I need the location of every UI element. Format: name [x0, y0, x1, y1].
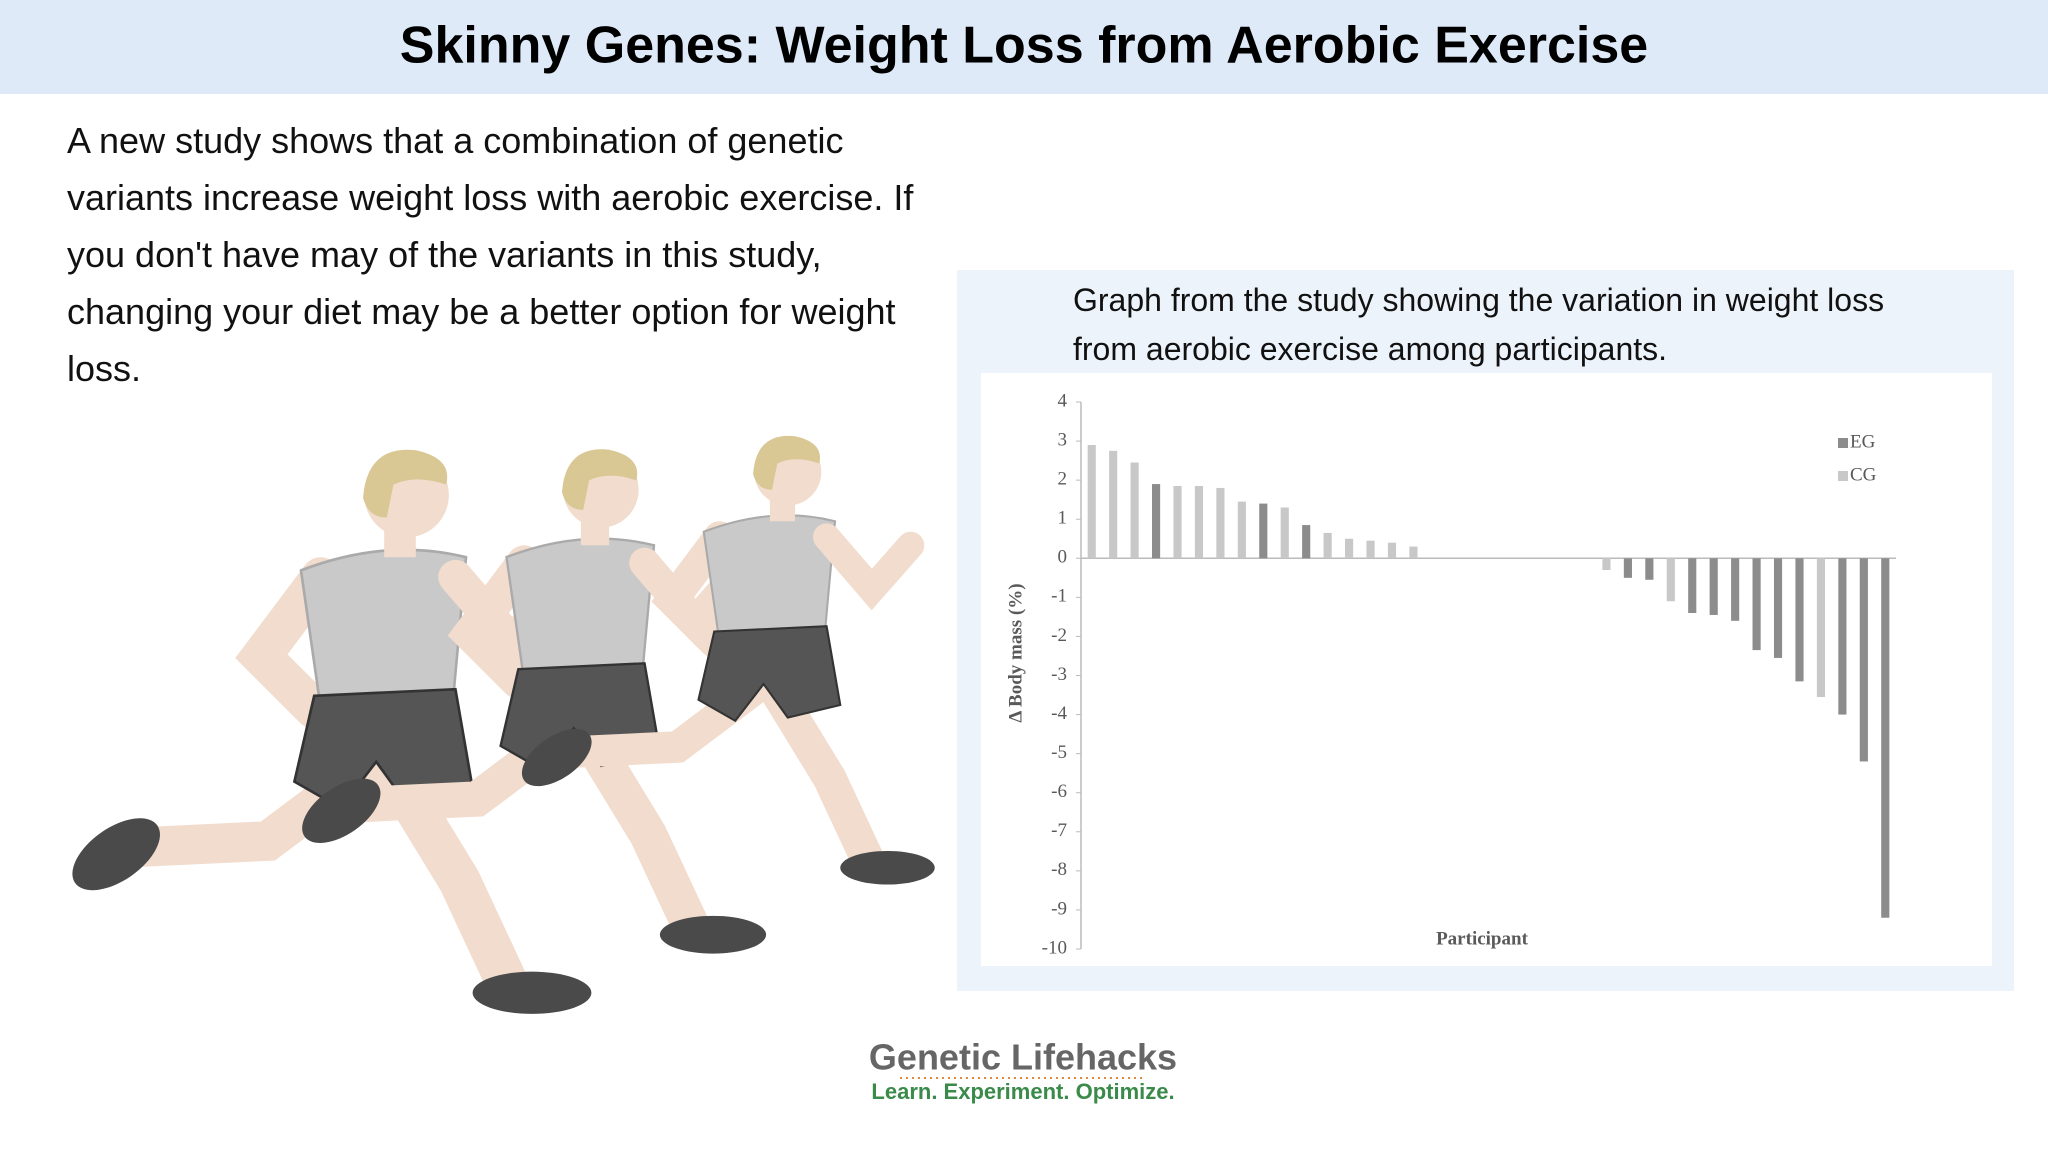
y-tick-label: -10 — [1042, 937, 1067, 958]
y-tick-label: 4 — [1058, 390, 1068, 411]
bar — [1130, 462, 1139, 559]
bar — [1216, 487, 1225, 559]
y-tick-label: 3 — [1058, 429, 1068, 450]
bar — [1688, 558, 1697, 613]
bar — [1323, 532, 1332, 559]
legend-label: CG — [1850, 464, 1877, 485]
tagline: Learn. Experiment. Optimize. — [871, 1079, 1174, 1104]
y-tick-label: -3 — [1051, 664, 1067, 685]
bar — [1773, 558, 1783, 658]
bar — [1237, 501, 1246, 559]
header-band — [0, 0, 2048, 94]
y-tick-label: 2 — [1058, 469, 1068, 490]
bar — [1387, 542, 1397, 559]
bar — [1366, 540, 1375, 559]
bar — [1666, 558, 1675, 602]
figure-caption: Graph from the study showing the variati… — [1073, 282, 1885, 367]
bar — [1302, 525, 1311, 559]
y-tick-label: -7 — [1051, 820, 1067, 841]
bar — [1623, 558, 1632, 578]
y-tick-label: -5 — [1051, 742, 1067, 763]
bar — [1087, 444, 1096, 559]
brand: Genetic Lifehacks — [869, 1037, 1177, 1078]
bar — [1838, 558, 1847, 715]
bar — [1731, 558, 1740, 621]
bar — [1881, 558, 1890, 918]
legend-label: EG — [1850, 431, 1876, 452]
y-tick-label: -1 — [1051, 586, 1067, 607]
y-axis-label: Δ Body mass (%) — [1005, 583, 1026, 722]
bar — [1602, 558, 1611, 571]
bar — [1709, 558, 1718, 615]
y-tick-label: -4 — [1051, 703, 1067, 724]
bar — [1752, 558, 1761, 651]
x-axis-label: Participant — [1436, 928, 1528, 949]
legend-swatch — [1838, 471, 1848, 481]
bar — [1345, 538, 1354, 559]
bar — [1409, 546, 1418, 559]
y-tick-label: 1 — [1058, 508, 1068, 529]
title: Skinny Genes: Weight Loss from Aerobic E… — [400, 17, 1648, 75]
bar — [1173, 486, 1182, 559]
bar — [1259, 503, 1268, 559]
bar — [1280, 507, 1289, 559]
y-tick-label: -8 — [1051, 859, 1067, 880]
bar — [1795, 558, 1804, 682]
bar — [1109, 450, 1118, 559]
y-tick-label: -9 — [1051, 898, 1067, 919]
y-tick-label: -2 — [1051, 625, 1067, 646]
bar — [1194, 486, 1204, 559]
bar — [1816, 558, 1826, 697]
y-tick-label: 0 — [1058, 547, 1068, 568]
bar — [1859, 558, 1868, 762]
intro-text: A new study shows that a combination of … — [67, 120, 914, 389]
y-tick-label: -6 — [1051, 781, 1067, 802]
legend-swatch — [1838, 438, 1848, 448]
bar — [1151, 484, 1161, 559]
bar — [1645, 558, 1654, 580]
